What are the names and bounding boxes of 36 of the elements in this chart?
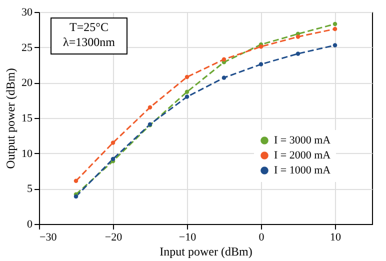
y-tick-label: 25 [22, 42, 33, 54]
y-tick-label: 10 [22, 148, 33, 160]
y-tick-label: 30 [22, 6, 33, 18]
point [184, 74, 190, 80]
annotation: T=25°C [70, 20, 108, 34]
point [74, 178, 78, 184]
point [296, 34, 300, 39]
point [332, 43, 338, 48]
x-tick-label: −30 [40, 232, 58, 244]
point [110, 156, 116, 162]
point [148, 105, 152, 110]
point [258, 62, 264, 66]
point [74, 194, 78, 199]
y-tick-label: 20 [22, 77, 33, 90]
y-tick-label: 15 [22, 112, 33, 124]
point [110, 140, 116, 145]
point [296, 52, 300, 56]
point [222, 57, 226, 62]
y-tick-label: 5 [27, 183, 33, 196]
point [332, 22, 338, 26]
point [184, 90, 190, 94]
x-tick-label: 0 [258, 232, 265, 244]
x-tick-label: −10 [178, 232, 197, 244]
legend-label: I = 2000 mA [274, 150, 331, 162]
annotation: λ=1300nm [63, 35, 116, 49]
legend-label: I = 3000 mA [274, 134, 331, 146]
y-axis-title: Output power (dBm) [4, 68, 18, 169]
x-tick-label: 10 [330, 232, 342, 244]
point [184, 94, 190, 99]
y-tick-label: 0 [27, 218, 33, 230]
point [222, 76, 226, 80]
point [258, 44, 264, 49]
legend-label: I = 1000 mA [274, 164, 331, 176]
point [332, 26, 338, 32]
x-tick-label: −20 [104, 232, 123, 244]
x-axis-title: Input power (dBm) [160, 244, 252, 258]
